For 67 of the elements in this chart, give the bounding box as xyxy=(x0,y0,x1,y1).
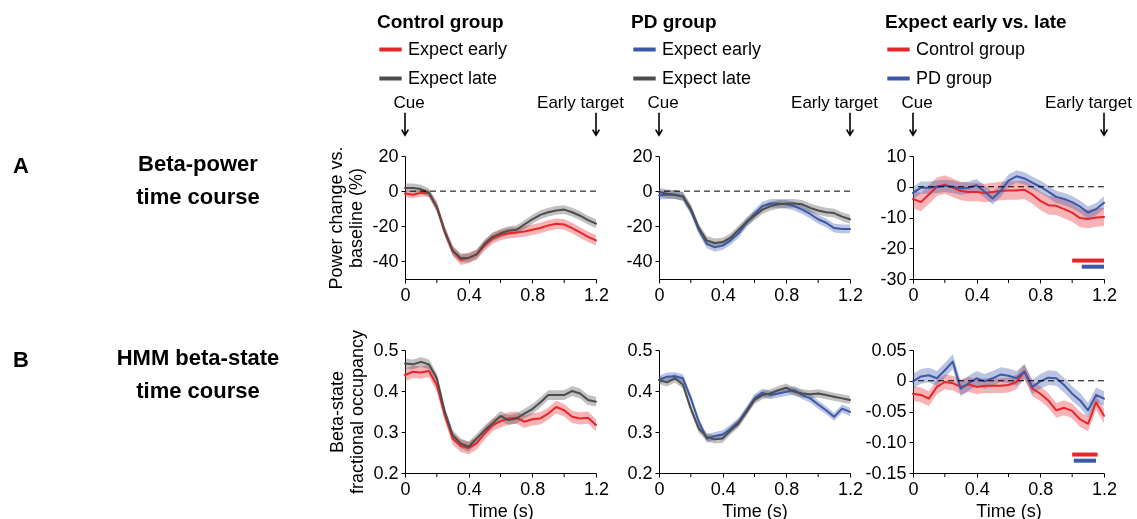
chart-title: Expect early vs. late xyxy=(885,11,1067,32)
y-tick-label: -30 xyxy=(880,268,907,289)
x-tick-label: 0.8 xyxy=(774,478,800,499)
x-tick-label: 0.4 xyxy=(710,478,736,499)
text: Early target xyxy=(1045,93,1133,112)
x-tick-label: 1.2 xyxy=(583,284,610,305)
text: Beta-power time course xyxy=(136,151,260,209)
x-tick-label: 0.4 xyxy=(456,478,482,499)
y-tick-label: 10 xyxy=(886,145,907,166)
y-tick-label: -10 xyxy=(880,207,907,227)
legend-label: Expect early xyxy=(662,38,762,59)
y-tick-label: -40 xyxy=(372,250,399,271)
y-axis-title: Power change vs. baseline (%) xyxy=(326,146,367,290)
text: Early target xyxy=(791,93,879,112)
y-tick-label: -20 xyxy=(626,215,653,236)
x-tick-label: 0.4 xyxy=(710,284,736,305)
y-tick-label: 0 xyxy=(642,180,653,201)
y-tick-label: 0.5 xyxy=(373,339,399,360)
x-tick-label: 0.4 xyxy=(964,478,990,499)
x-tick-label: 0.4 xyxy=(964,284,990,305)
x-tick-label: 0.4 xyxy=(456,284,482,305)
x-tick-label: 0.8 xyxy=(1028,284,1054,305)
line-series xyxy=(912,183,1105,221)
y-tick-label: 0.4 xyxy=(627,380,653,401)
y-tick-label: -20 xyxy=(880,237,907,258)
y-tick-label: 20 xyxy=(378,145,399,166)
y-axis-title: Beta-state fractional occupancy xyxy=(327,329,368,495)
text: HMM beta-state time course xyxy=(116,345,280,403)
legend-label: Expect late xyxy=(662,67,752,88)
x-tick-label: 0.8 xyxy=(520,284,546,305)
text: A xyxy=(13,153,29,178)
y-tick-label: 0 xyxy=(388,180,399,201)
chart-title: Control group xyxy=(377,11,504,32)
legend-label: Expect early xyxy=(408,38,508,59)
chart-title: PD group xyxy=(631,11,717,32)
y-tick-label: -0.10 xyxy=(865,431,907,452)
y-tick-label: -0.15 xyxy=(865,462,907,483)
y-tick-label: 0.3 xyxy=(373,421,399,442)
x-tick-label: 0.8 xyxy=(1028,478,1054,499)
legend-label: Expect late xyxy=(408,67,498,88)
legend-label: PD group xyxy=(916,67,993,88)
line-series xyxy=(912,360,1105,412)
x-tick-label: 1.2 xyxy=(837,478,864,499)
y-tick-label: 0.4 xyxy=(373,380,399,401)
y-tick-label: -0.05 xyxy=(865,401,907,421)
legend-label: Control group xyxy=(916,38,1026,59)
y-tick-label: 0.05 xyxy=(871,339,907,360)
text: Cue xyxy=(393,93,425,112)
text: Early target xyxy=(537,93,625,112)
y-tick-label: 20 xyxy=(632,145,653,166)
text: Cue xyxy=(901,93,933,112)
y-tick-label: 0.3 xyxy=(627,421,653,442)
x-tick-label: 0.8 xyxy=(774,284,800,305)
x-tick-label: 1.2 xyxy=(583,478,610,499)
y-tick-label: 0.2 xyxy=(373,462,399,483)
x-tick-label: 0.8 xyxy=(520,478,546,499)
y-tick-label: 0.2 xyxy=(627,462,653,483)
y-tick-label: 0 xyxy=(896,176,907,197)
y-tick-label: -40 xyxy=(626,250,653,271)
x-tick-label: 1.2 xyxy=(1091,284,1118,305)
text: B xyxy=(13,347,29,372)
y-tick-label: 0.5 xyxy=(627,339,653,360)
text: Cue xyxy=(647,93,679,112)
x-tick-label: 1.2 xyxy=(1091,478,1118,499)
x-tick-label: 1.2 xyxy=(837,284,864,305)
y-tick-label: 0 xyxy=(896,370,907,391)
y-tick-label: -20 xyxy=(372,215,399,236)
